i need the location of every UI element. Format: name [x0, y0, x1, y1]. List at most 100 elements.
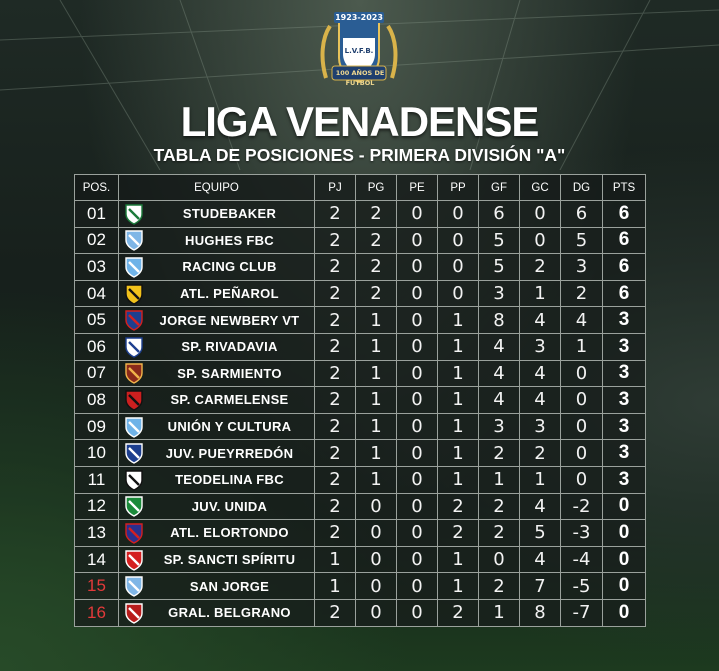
gf-cell: 6: [478, 200, 520, 228]
pe-cell: 0: [396, 412, 438, 441]
team-name: RACING CLUB: [182, 259, 277, 275]
header-pj: PJ: [314, 174, 356, 201]
rivadavia-crest-icon: [125, 337, 143, 358]
pts-cell: 6: [602, 226, 646, 255]
pts-cell: 0: [602, 572, 646, 600]
team-cell: STUDEBAKER: [118, 200, 315, 228]
gc-cell: 5: [519, 519, 561, 547]
team-name: SP. CARMELENSE: [170, 392, 289, 408]
position-cell: 01: [74, 200, 119, 228]
dg-cell: 1: [560, 332, 603, 361]
gf-cell: 1: [478, 598, 520, 627]
pp-cell: 1: [437, 332, 479, 361]
pts-cell: 3: [602, 439, 646, 467]
logo-motto: 100 AÑOS DE FUTBOL: [335, 69, 385, 87]
header-pe: PE: [396, 174, 438, 201]
gc-cell: 7: [519, 572, 561, 600]
pts-cell: 3: [602, 306, 646, 334]
league-logo-icon: [320, 21, 398, 84]
pg-cell: 0: [355, 519, 397, 547]
dg-cell: 0: [560, 386, 603, 414]
pe-cell: 0: [396, 253, 438, 281]
pj-cell: 2: [314, 226, 356, 255]
team-cell: JUV. PUEYRREDÓN: [118, 439, 315, 467]
pts-cell: 0: [602, 598, 646, 627]
pj-cell: 2: [314, 598, 356, 627]
pg-cell: 2: [355, 279, 397, 308]
pe-cell: 0: [396, 332, 438, 361]
gc-cell: 3: [519, 332, 561, 361]
pg-cell: 0: [355, 572, 397, 600]
dg-cell: 0: [560, 359, 603, 388]
page-subtitle: TABLA DE POSICIONES - PRIMERA DIVISIÓN "…: [153, 145, 566, 165]
logo-years: 1923-2023: [334, 12, 384, 23]
team-name: JUV. UNIDA: [191, 498, 268, 514]
standings-table: POS. EQUIPO PJ PG PE PP GF GC DG PTS 01 S…: [74, 174, 646, 627]
gc-cell: 4: [519, 492, 561, 521]
gc-cell: 0: [519, 200, 561, 228]
pg-cell: 2: [355, 200, 397, 228]
team-name: ATL. PEÑAROL: [180, 286, 279, 302]
team-name: SAN JORGE: [189, 578, 270, 594]
pe-cell: 0: [396, 200, 438, 228]
dg-cell: -5: [560, 572, 603, 600]
table-row: 03 RACING CLUB 2 2 0 0 5 2 3 6: [74, 253, 646, 281]
pts-cell: 3: [602, 359, 646, 388]
team-cell: GRAL. BELGRANO: [118, 598, 315, 627]
table-row: 05 JORGE NEWBERY VT 2 1 0 1 8 4 4 3: [74, 306, 646, 334]
pts-cell: 3: [602, 465, 646, 494]
dg-cell: 6: [560, 200, 603, 228]
pts-cell: 0: [602, 545, 646, 574]
pj-cell: 2: [314, 332, 356, 361]
table-row: 15 SAN JORGE 1 0 0 1 2 7 -5 0: [74, 572, 646, 600]
dg-cell: 2: [560, 279, 603, 308]
pg-cell: 0: [355, 598, 397, 627]
position-cell: 10: [74, 439, 119, 467]
header-gf: GF: [478, 174, 520, 201]
team-cell: ATL. ELORTONDO: [118, 519, 315, 547]
position-cell: 12: [74, 492, 119, 521]
pts-cell: 6: [602, 200, 646, 228]
position-cell: 11: [74, 465, 119, 494]
team-name: SP. RIVADAVIA: [181, 339, 278, 355]
pe-cell: 0: [396, 386, 438, 414]
gf-cell: 0: [478, 545, 520, 574]
belgrano-crest-icon: [125, 603, 143, 624]
sarmiento-crest-icon: [125, 363, 143, 385]
pp-cell: 1: [437, 465, 479, 494]
team-name: ATL. ELORTONDO: [170, 525, 289, 541]
dg-cell: 0: [560, 439, 603, 467]
gf-cell: 2: [478, 519, 520, 547]
table-row: 10 JUV. PUEYRREDÓN 2 1 0 1 2 2 0 3: [74, 439, 646, 467]
pj-cell: 2: [314, 306, 356, 334]
gc-cell: 2: [519, 439, 561, 467]
gf-cell: 3: [478, 279, 520, 308]
logo-initials: L.V.F.B.: [344, 47, 374, 55]
pe-cell: 0: [396, 306, 438, 334]
pp-cell: 0: [437, 253, 479, 281]
pueyrredon-crest-icon: [125, 443, 143, 464]
dg-cell: -2: [560, 492, 603, 521]
pp-cell: 1: [437, 545, 479, 574]
pp-cell: 2: [437, 598, 479, 627]
pg-cell: 2: [355, 226, 397, 255]
pe-cell: 0: [396, 492, 438, 521]
gf-cell: 2: [478, 492, 520, 521]
position-cell: 03: [74, 253, 119, 281]
pj-cell: 2: [314, 412, 356, 441]
team-name: STUDEBAKER: [182, 206, 277, 222]
pe-cell: 0: [396, 359, 438, 388]
sanjorge-crest-icon: [125, 576, 143, 597]
team-cell: UNIÓN Y CULTURA: [118, 412, 315, 441]
dg-cell: -7: [560, 598, 603, 627]
pj-cell: 2: [314, 519, 356, 547]
pe-cell: 0: [396, 439, 438, 467]
team-name: TEODELINA FBC: [175, 472, 284, 488]
pg-cell: 1: [355, 465, 397, 494]
gf-cell: 2: [478, 572, 520, 600]
team-cell: JUV. UNIDA: [118, 492, 315, 521]
pj-cell: 1: [314, 572, 356, 600]
pj-cell: 2: [314, 465, 356, 494]
gf-cell: 8: [478, 306, 520, 334]
gc-cell: 1: [519, 465, 561, 494]
